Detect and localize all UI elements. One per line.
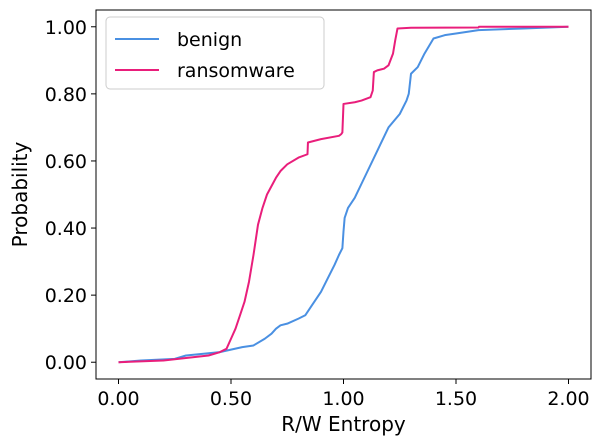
y-tick-label: 0.20 <box>45 285 87 307</box>
x-axis-title: R/W Entropy <box>281 412 406 436</box>
x-tick-label: 1.50 <box>435 388 477 410</box>
x-tick-label: 0.00 <box>97 388 139 410</box>
legend-box <box>105 16 325 90</box>
y-tick-label: 0.60 <box>45 151 87 173</box>
y-tick-label: 0.40 <box>45 218 87 240</box>
x-tick-label: 0.50 <box>210 388 252 410</box>
legend: benign ransomware <box>105 16 325 90</box>
series-line-ransomware <box>118 25 569 364</box>
y-tick-label: 0.00 <box>45 352 87 374</box>
series-lines <box>118 25 569 364</box>
x-axis-ticks: 0.00 0.50 1.00 1.50 2.00 <box>97 379 590 410</box>
x-tick-label: 1.00 <box>322 388 364 410</box>
y-tick-label: 0.80 <box>45 84 87 106</box>
y-axis-ticks: 0.00 0.20 0.40 0.60 0.80 1.00 <box>45 17 96 374</box>
y-axis-title: Probability <box>8 141 32 247</box>
legend-label-ransomware: ransomware <box>177 60 295 82</box>
series-line-benign <box>118 25 569 364</box>
legend-label-benign: benign <box>177 29 242 51</box>
y-tick-label: 1.00 <box>45 17 87 39</box>
x-tick-label: 2.00 <box>547 388 589 410</box>
